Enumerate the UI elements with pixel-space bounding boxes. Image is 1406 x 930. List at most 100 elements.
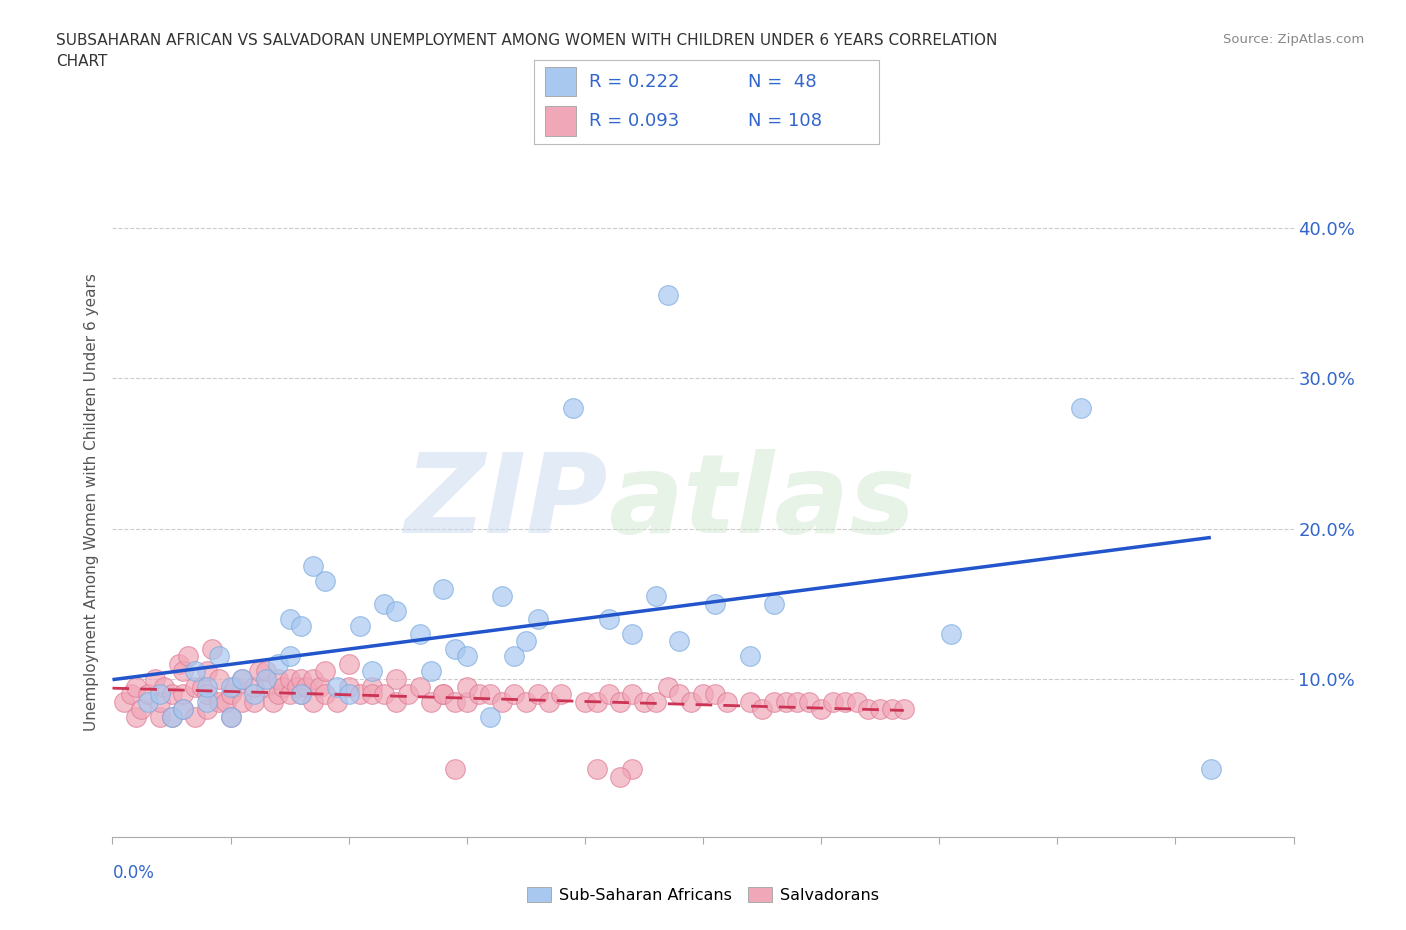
Point <box>621 686 644 701</box>
Point <box>644 694 666 709</box>
Point <box>326 679 349 694</box>
Point <box>278 611 301 626</box>
Point <box>526 611 548 626</box>
Point <box>703 596 725 611</box>
Point <box>821 694 844 709</box>
Point <box>219 710 242 724</box>
Point <box>762 596 785 611</box>
Point <box>396 686 419 701</box>
Point <box>337 686 360 701</box>
Point <box>167 657 190 671</box>
Text: R = 0.093: R = 0.093 <box>589 113 679 130</box>
Point <box>385 671 408 686</box>
Text: 0.0%: 0.0% <box>112 864 155 882</box>
Point <box>751 701 773 716</box>
Point <box>136 686 159 701</box>
Text: ZIP: ZIP <box>405 448 609 556</box>
Point <box>834 694 856 709</box>
Text: N =  48: N = 48 <box>748 73 817 91</box>
Point <box>208 649 231 664</box>
Point <box>609 694 631 709</box>
Point <box>191 679 214 694</box>
Point <box>195 694 218 709</box>
Point <box>290 671 312 686</box>
Point <box>799 694 821 709</box>
Point <box>219 710 242 724</box>
Point <box>420 694 443 709</box>
Text: atlas: atlas <box>609 448 915 556</box>
Point <box>657 679 679 694</box>
Point <box>125 710 148 724</box>
Point <box>503 649 526 664</box>
Point <box>585 762 607 777</box>
Point <box>432 581 454 596</box>
Point <box>160 710 183 724</box>
Point <box>160 710 183 724</box>
Point <box>184 664 207 679</box>
Point <box>195 686 218 701</box>
Point <box>1199 762 1222 777</box>
Point <box>880 701 903 716</box>
Point <box>219 686 242 701</box>
Point <box>254 664 277 679</box>
Point <box>373 596 395 611</box>
Point <box>550 686 572 701</box>
Point <box>160 686 183 701</box>
Point <box>136 694 159 709</box>
Point <box>271 679 294 694</box>
Point <box>112 694 135 709</box>
Point <box>278 671 301 686</box>
Point <box>349 686 371 701</box>
Point <box>215 694 238 709</box>
Point <box>444 642 467 657</box>
Point <box>120 686 142 701</box>
Point <box>408 627 430 642</box>
Text: SUBSAHARAN AFRICAN VS SALVADORAN UNEMPLOYMENT AMONG WOMEN WITH CHILDREN UNDER 6 : SUBSAHARAN AFRICAN VS SALVADORAN UNEMPLO… <box>56 33 998 47</box>
Point <box>172 664 194 679</box>
Point <box>129 701 152 716</box>
Point <box>278 649 301 664</box>
Point <box>703 686 725 701</box>
Point <box>231 671 253 686</box>
Point <box>716 694 738 709</box>
Point <box>302 671 325 686</box>
Point <box>598 686 620 701</box>
Point <box>195 664 218 679</box>
Point <box>290 686 312 701</box>
Point <box>633 694 655 709</box>
Point <box>337 657 360 671</box>
Point <box>201 642 224 657</box>
Point <box>290 686 312 701</box>
Point <box>302 694 325 709</box>
Point <box>456 649 478 664</box>
Point <box>153 679 176 694</box>
Point <box>172 701 194 716</box>
Point <box>254 671 277 686</box>
Point <box>208 694 231 709</box>
Point <box>231 671 253 686</box>
Point <box>810 701 832 716</box>
Point <box>491 694 513 709</box>
Point <box>184 710 207 724</box>
Point <box>644 589 666 604</box>
Point <box>224 679 246 694</box>
Point <box>349 618 371 633</box>
Point <box>740 649 762 664</box>
Point <box>858 701 880 716</box>
Point <box>290 618 312 633</box>
Point <box>467 686 489 701</box>
Point <box>479 686 502 701</box>
Point <box>361 686 384 701</box>
Point <box>538 694 561 709</box>
Point <box>337 679 360 694</box>
Point <box>444 762 467 777</box>
Point <box>444 694 467 709</box>
Point <box>408 679 430 694</box>
Point <box>195 679 218 694</box>
Bar <box>544 107 575 136</box>
Point <box>668 634 690 649</box>
Point <box>125 679 148 694</box>
Point <box>326 694 349 709</box>
Point <box>740 694 762 709</box>
Point <box>247 664 270 679</box>
